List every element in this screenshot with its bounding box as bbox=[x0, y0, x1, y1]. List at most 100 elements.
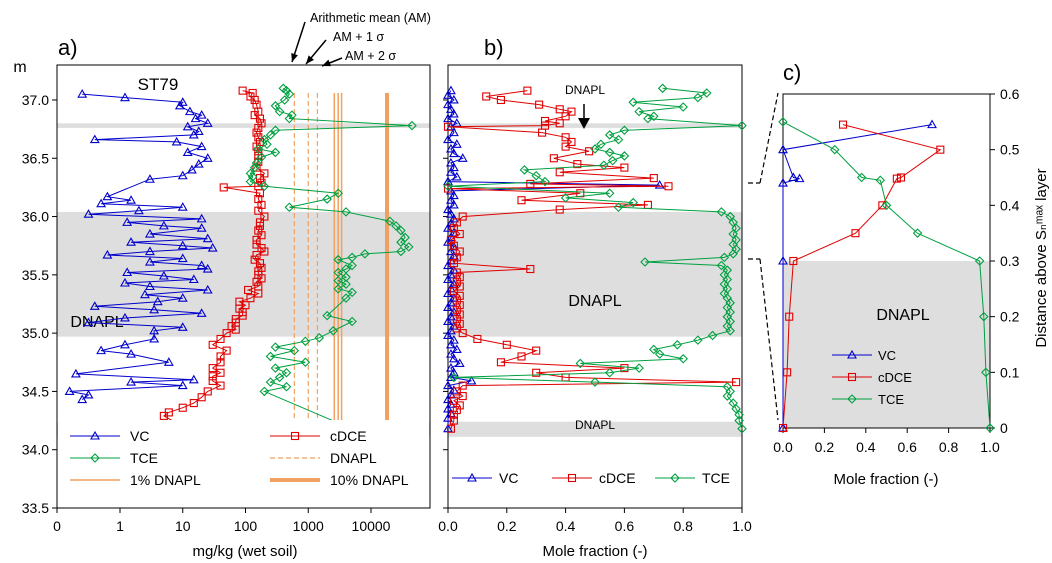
cdce-marker bbox=[455, 273, 464, 282]
y-tick-label: 0 bbox=[1000, 420, 1008, 436]
cdce-marker bbox=[189, 399, 198, 408]
cdce-marker bbox=[260, 212, 269, 221]
tce-marker bbox=[619, 125, 630, 136]
legend-label: VC bbox=[130, 428, 149, 444]
y-axis-label: m bbox=[13, 59, 26, 76]
cdce-marker bbox=[216, 352, 225, 361]
cdce-marker bbox=[482, 92, 491, 101]
vc-marker bbox=[196, 213, 207, 223]
legend-label: TCE bbox=[702, 470, 730, 486]
tce-marker bbox=[596, 139, 606, 150]
panel-b: 0.0 0.2 0.4 0.6 0.8 1.0 Mole fraction (-) b) DNA… bbox=[438, 35, 752, 560]
connector-line-top bbox=[759, 92, 779, 184]
tce-marker bbox=[90, 453, 100, 463]
cdce-marker bbox=[455, 229, 464, 239]
dnapl-band-label: DNAPL bbox=[568, 293, 621, 310]
cdce-marker bbox=[254, 133, 263, 142]
vc-marker bbox=[177, 240, 188, 250]
tce-marker bbox=[249, 162, 260, 173]
vc-marker bbox=[788, 172, 799, 182]
annotation-arrowhead bbox=[291, 53, 298, 62]
dnapl-band-label: DNAPL bbox=[876, 307, 929, 324]
vc-marker bbox=[190, 113, 201, 123]
tce-marker bbox=[725, 326, 736, 336]
vc-marker bbox=[443, 316, 453, 326]
tce-marker bbox=[981, 367, 991, 378]
tce-marker bbox=[247, 172, 258, 182]
tce-marker bbox=[360, 249, 370, 259]
tce-marker bbox=[716, 260, 727, 271]
tce-marker bbox=[734, 409, 744, 420]
tce-marker bbox=[519, 165, 530, 175]
tce-marker bbox=[881, 200, 892, 211]
vc-marker bbox=[149, 325, 160, 335]
tce-marker bbox=[404, 242, 414, 252]
annotation-arrowhead bbox=[322, 59, 331, 67]
tce-marker bbox=[274, 106, 285, 117]
vc-marker bbox=[457, 153, 468, 162]
cdce-marker bbox=[250, 95, 259, 105]
vc-marker bbox=[83, 389, 94, 399]
panel-a: 33.5 34.0 34.5 35.0 35.5 36.0 36.5 37.0 0 1 10 100 1… bbox=[13, 11, 431, 560]
cdce-marker bbox=[452, 406, 461, 415]
tce-marker bbox=[347, 316, 357, 327]
legend-label: VC bbox=[878, 348, 896, 363]
vc-marker bbox=[443, 330, 453, 340]
tce-marker bbox=[693, 92, 703, 103]
shaded-band-0 bbox=[57, 123, 430, 128]
cdce-marker bbox=[449, 224, 458, 233]
vc-marker bbox=[448, 241, 459, 251]
cdce-marker bbox=[458, 392, 467, 401]
cdce-marker bbox=[517, 196, 526, 205]
vc-marker bbox=[83, 209, 94, 218]
vc-marker bbox=[466, 375, 477, 385]
vc-marker bbox=[174, 100, 185, 110]
cdce-marker bbox=[549, 154, 558, 163]
tce-marker bbox=[628, 197, 638, 208]
cdce-marker bbox=[252, 277, 261, 286]
x-tick-label: 0.2 bbox=[815, 439, 835, 455]
cdce-marker bbox=[783, 368, 792, 377]
cdce-marker bbox=[452, 268, 461, 277]
panel-a-vc-line bbox=[69, 93, 213, 401]
cdce-marker bbox=[523, 86, 532, 95]
x-tick-label: 0.6 bbox=[897, 439, 917, 455]
x-tick-label: 1 bbox=[116, 518, 124, 534]
tce-marker bbox=[847, 394, 857, 404]
vc-marker bbox=[184, 106, 195, 116]
tce-marker bbox=[251, 158, 262, 168]
vc-marker bbox=[778, 144, 788, 154]
vc-marker bbox=[448, 162, 459, 172]
cdce-marker bbox=[219, 183, 228, 192]
tce-marker bbox=[341, 272, 351, 282]
plot-frame bbox=[447, 64, 743, 509]
cdce-marker bbox=[555, 205, 564, 214]
legend-label: TCE bbox=[130, 450, 158, 466]
y-tick-label: 35.5 bbox=[22, 267, 49, 283]
cdce-marker bbox=[246, 294, 255, 303]
legend-background bbox=[449, 463, 741, 491]
vc-marker bbox=[445, 349, 456, 358]
vc-marker bbox=[193, 158, 204, 168]
tce-marker bbox=[607, 155, 618, 166]
cdce-marker bbox=[561, 142, 570, 151]
tce-marker bbox=[599, 160, 609, 171]
plot-frame bbox=[56, 64, 431, 509]
tce-marker bbox=[279, 95, 290, 105]
legend-label: 1% DNAPL bbox=[130, 472, 201, 488]
vc-marker bbox=[847, 349, 857, 359]
panel-a-tce-line bbox=[249, 87, 413, 432]
vc-marker bbox=[77, 394, 88, 404]
tce-marker bbox=[657, 83, 668, 94]
tce-marker bbox=[281, 367, 292, 378]
vc-marker bbox=[83, 317, 94, 327]
legend-label: 10% DNAPL bbox=[330, 472, 409, 488]
tce-marker bbox=[262, 139, 272, 150]
cdce-marker bbox=[567, 137, 576, 146]
tce-marker bbox=[347, 260, 357, 271]
vc-marker bbox=[202, 153, 213, 162]
vc-marker bbox=[144, 174, 155, 183]
cdce-marker bbox=[216, 368, 225, 377]
cdce-marker bbox=[555, 105, 564, 114]
tce-marker bbox=[531, 170, 541, 181]
